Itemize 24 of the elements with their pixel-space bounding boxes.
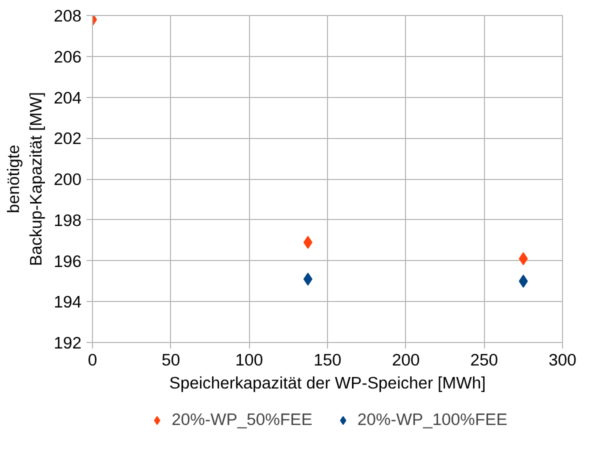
y-axis-title: benötigte Backup-Kapazität [MW] — [4, 92, 46, 266]
y-tick-label: 196 — [54, 252, 82, 271]
x-tick-label: 200 — [392, 350, 420, 370]
x-axis-title: Speicherkapazität der WP-Speicher [MWh] — [169, 374, 486, 392]
y-tick-label: 206 — [54, 47, 82, 66]
x-tick-label: 300 — [548, 350, 576, 370]
legend-label: 20%-WP_100%FEE — [357, 410, 508, 430]
y-tick-label: 202 — [54, 129, 82, 148]
y-tick-label: 200 — [54, 170, 82, 189]
point — [518, 252, 528, 266]
legend-label: 20%-WP_50%FEE — [172, 410, 312, 430]
x-tick-label: 100 — [235, 350, 264, 370]
y-tick-label: 204 — [54, 88, 82, 108]
x-tick-label: 250 — [470, 350, 498, 370]
y-tick-label: 192 — [54, 334, 82, 352]
y-tick-label: 198 — [54, 210, 82, 230]
x-tick-label: 150 — [314, 350, 342, 370]
x-tick-label: 0 — [88, 350, 98, 370]
point — [303, 236, 312, 249]
point — [518, 274, 528, 288]
y-tick-label: 208 — [54, 6, 82, 26]
x-tick-label: 50 — [162, 350, 180, 370]
point — [303, 272, 312, 286]
y-tick-label: 194 — [54, 292, 82, 312]
